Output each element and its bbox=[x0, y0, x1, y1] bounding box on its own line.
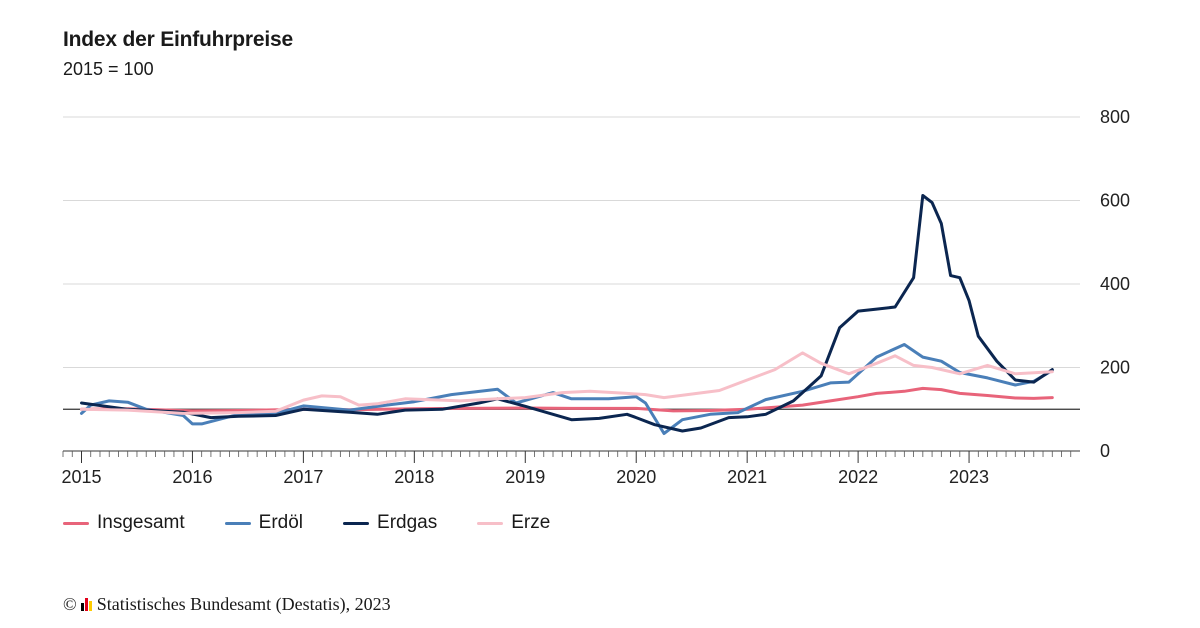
x-tick-label: 2018 bbox=[394, 467, 434, 487]
series-lines bbox=[80, 194, 1054, 435]
legend: Insgesamt Erdöl Erdgas Erze bbox=[63, 512, 590, 534]
y-tick-label: 600 bbox=[1100, 191, 1130, 211]
logo-bar bbox=[88, 601, 92, 611]
legend-item: Erdöl bbox=[224, 512, 304, 534]
chart-subtitle: 2015 = 100 bbox=[63, 59, 154, 79]
legend-label: Erze bbox=[511, 512, 551, 533]
gridlines bbox=[63, 116, 1080, 410]
destatis-logo bbox=[80, 598, 92, 611]
y-tick-label: 800 bbox=[1100, 107, 1130, 127]
legend-item: Erze bbox=[477, 512, 550, 534]
x-tick-label: 2015 bbox=[61, 467, 101, 487]
logo-bar bbox=[84, 598, 88, 611]
y-tick-label: 400 bbox=[1100, 274, 1130, 294]
logo-bar bbox=[80, 603, 84, 611]
legend-item: Insgesamt bbox=[63, 512, 185, 534]
series-line-erze bbox=[80, 351, 1054, 415]
y-axis-labels: 0 200 400 600 800 bbox=[1100, 107, 1130, 461]
x-tick-label: 2017 bbox=[283, 467, 323, 487]
line-chart: 2015 2016 2017 2018 2019 2020 2021 2022 2023 0 20… bbox=[61, 107, 1130, 487]
legend-label: Erdgas bbox=[377, 512, 438, 533]
series-line-erdgas bbox=[80, 194, 1054, 433]
series-line-erdöl bbox=[80, 343, 1054, 435]
x-tick-label: 2021 bbox=[727, 467, 767, 487]
x-tick-label: 2023 bbox=[949, 467, 989, 487]
legend-label: Insgesamt bbox=[97, 512, 185, 533]
source-note: © Statistisches Bundesamt (Destatis), 20… bbox=[63, 594, 391, 615]
x-tick-label: 2020 bbox=[616, 467, 656, 487]
x-axis: 2015 2016 2017 2018 2019 2020 2021 2022 2023 bbox=[61, 450, 1080, 487]
y-tick-label: 0 bbox=[1100, 441, 1110, 461]
x-tick-label: 2016 bbox=[172, 467, 212, 487]
copyright-symbol: © bbox=[63, 594, 77, 614]
y-tick-label: 200 bbox=[1100, 358, 1130, 378]
x-tick-label: 2022 bbox=[838, 467, 878, 487]
legend-item: Erdgas bbox=[343, 512, 437, 534]
legend-swatch bbox=[224, 521, 251, 525]
x-tick-label: 2019 bbox=[505, 467, 545, 487]
source-text: Statistisches Bundesamt (Destatis), 2023 bbox=[96, 594, 391, 614]
chart-title: Index der Einfuhrpreise bbox=[63, 28, 293, 51]
legend-swatch bbox=[63, 521, 89, 525]
legend-swatch bbox=[477, 521, 504, 525]
legend-swatch bbox=[343, 521, 370, 525]
legend-label: Erdöl bbox=[258, 512, 304, 533]
